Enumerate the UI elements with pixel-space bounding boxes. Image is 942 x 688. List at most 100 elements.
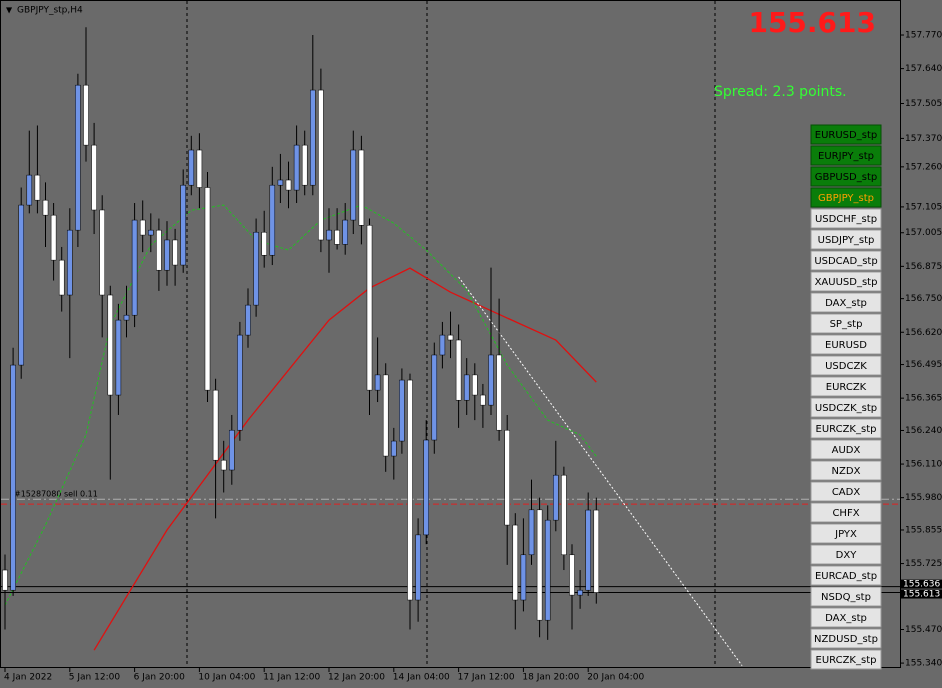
symbol-button-label[interactable]: JPYX: [834, 529, 857, 540]
candle-body: [58, 259, 65, 296]
symbol-button-label[interactable]: USDCHF_stp: [815, 214, 877, 225]
symbol-button-label[interactable]: EURUSD: [825, 340, 867, 351]
candle-body: [164, 239, 170, 271]
symbol-button-label[interactable]: EURCZK_stp: [816, 424, 877, 435]
symbol-button[interactable]: [810, 628, 882, 649]
symbol-button[interactable]: [810, 145, 882, 166]
candle-body: [488, 354, 494, 406]
symbol-button[interactable]: [810, 313, 882, 334]
symbol-button[interactable]: [810, 502, 882, 523]
candle-body: [26, 174, 33, 206]
y-tick-label: 156.495: [905, 360, 942, 370]
symbol-button[interactable]: [810, 586, 882, 607]
candle-body: [334, 229, 340, 245]
symbol-button[interactable]: [810, 544, 882, 565]
symbol-button-label[interactable]: CHFX: [832, 508, 859, 519]
y-tick-label: 156.240: [905, 426, 942, 436]
symbol-button-label[interactable]: XAUUSD_stp: [815, 277, 878, 288]
symbol-button-label[interactable]: EURCZK: [826, 382, 867, 393]
symbol-button-label[interactable]: GBPUSD_stp: [815, 172, 878, 183]
candle-body: [536, 509, 543, 621]
symbol-button[interactable]: [810, 208, 882, 229]
candle-body: [472, 374, 478, 396]
symbol-button[interactable]: [810, 460, 882, 481]
symbol-button-label[interactable]: USDJPY_stp: [818, 235, 875, 246]
candle-body: [67, 229, 73, 296]
candle-body: [528, 509, 535, 556]
candle-body: [544, 519, 551, 621]
candle-body: [326, 229, 332, 241]
symbol-button-label[interactable]: DXY: [836, 550, 858, 561]
ask-label: 155.636: [903, 580, 940, 590]
symbol-button[interactable]: [810, 565, 882, 586]
candle-body: [91, 144, 97, 211]
candle-body: [366, 224, 373, 391]
candle-body: [455, 339, 462, 401]
candle-body: [285, 179, 292, 191]
symbol-button-label[interactable]: DAX_stp: [825, 613, 867, 624]
symbol-button-label[interactable]: NSDQ_stp: [821, 592, 871, 603]
symbol-button-label[interactable]: AUDX: [832, 445, 861, 456]
candle-body: [415, 534, 421, 601]
candle-body: [350, 149, 357, 221]
symbol-button[interactable]: [810, 607, 882, 628]
candle-body: [42, 199, 49, 216]
candle-body: [204, 187, 211, 391]
candle-body: [561, 474, 567, 556]
candle-body: [310, 89, 316, 186]
symbol-button[interactable]: [810, 334, 882, 355]
symbol-button[interactable]: [810, 292, 882, 313]
symbol-button-label[interactable]: EURCZK_stp: [816, 655, 877, 666]
symbol-button[interactable]: [810, 397, 882, 418]
candle-body: [107, 294, 114, 396]
symbol-button-label[interactable]: EURJPY_stp: [818, 151, 874, 162]
symbol-button[interactable]: [810, 124, 882, 145]
y-tick-label: 155.470: [905, 625, 942, 635]
symbol-button[interactable]: [810, 250, 882, 271]
candle-body: [358, 149, 365, 226]
symbol-button[interactable]: [810, 271, 882, 292]
symbol-button[interactable]: [810, 649, 882, 670]
symbol-button-label[interactable]: NZDX: [832, 466, 861, 477]
symbol-button[interactable]: [810, 523, 882, 544]
symbol-button[interactable]: [810, 187, 882, 208]
symbol-button-label[interactable]: CADX: [832, 487, 861, 498]
candle-body: [342, 219, 348, 245]
symbol-button-label[interactable]: USDCZK: [825, 361, 867, 372]
symbol-button[interactable]: [810, 229, 882, 250]
candle-body: [480, 394, 486, 406]
symbol-button[interactable]: [810, 418, 882, 439]
plot-frame: [0, 0, 901, 668]
symbol-button-label[interactable]: EURUSD_stp: [815, 130, 877, 141]
symbol-button[interactable]: [810, 481, 882, 502]
symbol-button-label[interactable]: USDCZK_stp: [815, 403, 877, 414]
y-tick-label: 157.505: [905, 99, 942, 109]
candle-body: [50, 214, 57, 261]
candle-body: [18, 204, 24, 366]
y-tick-label: 157.260: [905, 162, 942, 172]
symbol-button-label[interactable]: USDCAD_stp: [814, 256, 877, 267]
candle-body: [75, 84, 81, 231]
x-tick-label: 11 Jan 12:00: [263, 673, 320, 683]
candle-body: [2, 569, 8, 591]
candle-body: [10, 364, 16, 591]
y-tick-label: 155.340: [905, 659, 942, 669]
candle-body: [431, 354, 438, 441]
symbol-button-label[interactable]: NZDUSD_stp: [814, 634, 878, 645]
symbol-button[interactable]: [810, 376, 882, 397]
candle-body: [553, 474, 559, 521]
candle-body: [139, 219, 146, 236]
symbol-button-label[interactable]: SP_stp: [830, 319, 863, 330]
symbol-button[interactable]: [810, 439, 882, 460]
symbol-button[interactable]: [810, 355, 882, 376]
order-label: #15287080 sell 0.11: [14, 490, 98, 499]
y-tick-label: 157.770: [905, 31, 942, 41]
candle-body: [293, 144, 300, 191]
symbol-button-label[interactable]: GBPJPY_stp: [818, 193, 874, 204]
candle-body: [318, 89, 324, 241]
symbol-button-label[interactable]: DAX_stp: [825, 298, 867, 309]
symbol-button[interactable]: [810, 166, 882, 187]
symbol-button-label[interactable]: EURCAD_stp: [815, 571, 877, 582]
symbol-arrow: ▼: [6, 6, 13, 15]
